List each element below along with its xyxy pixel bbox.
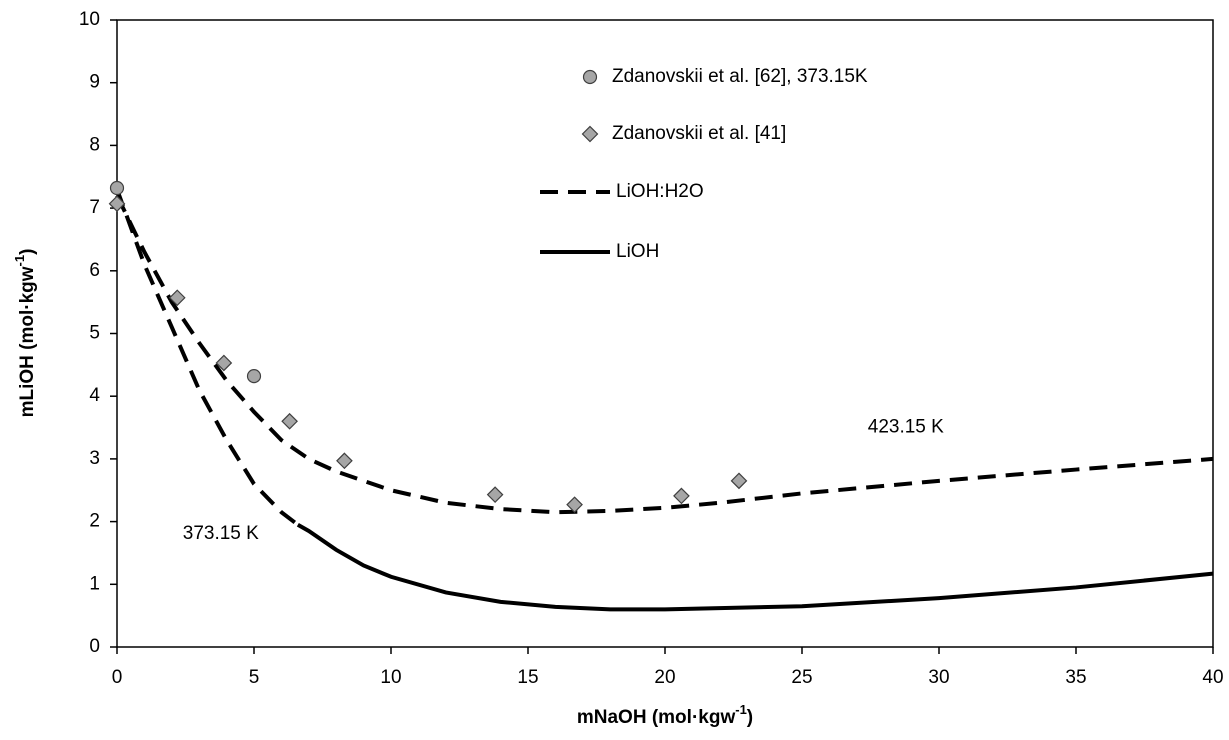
y-tick-label: 8 [89, 134, 100, 155]
x-tick-label: 15 [517, 667, 538, 688]
y-title-text: mLiOH (mol·kgw [17, 266, 38, 417]
data-point [109, 180, 125, 196]
y-tick-label: 5 [89, 323, 100, 344]
annotation: 373.15 K [183, 523, 259, 544]
plot-frame [116, 19, 1214, 648]
x-tick-label: 5 [249, 667, 260, 688]
legend-label: Zdanovskii et al. [62], 373.15K [612, 66, 868, 87]
y-axis-title: mLiOH (mol·kgw-1) [12, 249, 38, 418]
x-title-end: ) [747, 707, 753, 728]
series-line [296, 522, 1214, 612]
data-point [108, 195, 126, 213]
data-point [215, 354, 233, 372]
x-tick-label: 35 [1065, 667, 1086, 688]
y-tick-label: 10 [79, 9, 100, 30]
data-point [246, 369, 262, 384]
series-line [115, 188, 1214, 527]
x-tick-label: 0 [112, 667, 123, 688]
y-tick-label: 9 [89, 72, 100, 93]
y-title-end: ) [17, 249, 38, 255]
annotation: 423.15 K [868, 417, 944, 438]
data-point [281, 412, 298, 430]
y-tick-label: 6 [89, 260, 100, 281]
legend-label: LiOH [616, 241, 659, 262]
y-tick-label: 7 [89, 197, 100, 218]
y-tick-label: 4 [89, 385, 100, 406]
data-point [336, 452, 353, 470]
y-title-sup: -1 [12, 255, 27, 267]
x-axis-title: mNaOH (mol·kgw-1) [577, 702, 753, 728]
y-tick-label: 2 [89, 511, 100, 532]
y-tick-label: 3 [89, 448, 100, 469]
data-point [730, 472, 748, 490]
data-point [566, 496, 583, 514]
x-title-text: mNaOH (mol·kgw [577, 707, 736, 728]
x-tick-label: 20 [654, 667, 675, 688]
x-tick-label: 10 [380, 667, 401, 688]
x-tick-label: 30 [928, 667, 949, 688]
x-tick-label: 40 [1202, 667, 1223, 688]
x-tick-label: 25 [791, 667, 812, 688]
data-point [486, 486, 504, 503]
data-point [168, 289, 186, 307]
x-title-sup: -1 [735, 702, 747, 717]
data-point [673, 487, 690, 505]
y-tick-label: 0 [89, 636, 100, 657]
legend-marker [581, 125, 599, 143]
y-tick-label: 1 [89, 573, 100, 594]
legend-label: LiOH:H2O [616, 181, 704, 202]
legend-label: Zdanovskii et al. [41] [612, 123, 786, 144]
legend-marker [582, 69, 598, 85]
